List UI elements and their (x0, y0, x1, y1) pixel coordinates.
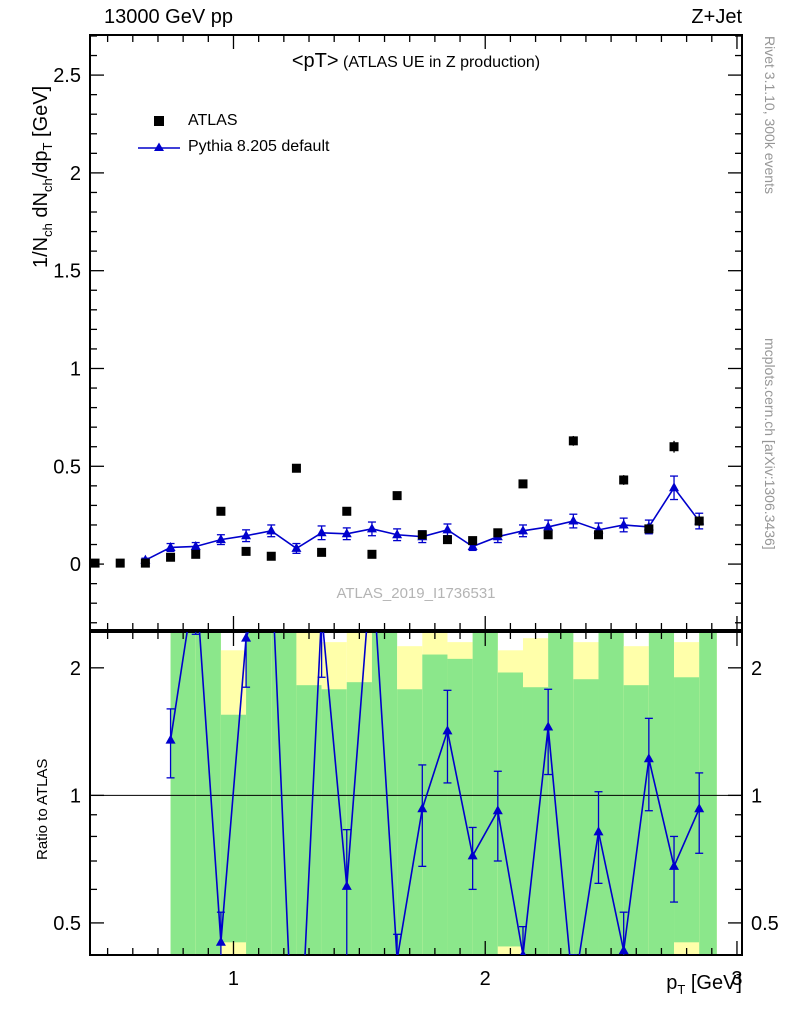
svg-text:0.5: 0.5 (53, 456, 81, 478)
main-y-axis-label: 1/Nch dNch/dpT [GeV] (30, 86, 55, 268)
process-label: Z+Jet (691, 6, 742, 28)
svg-text:0.5: 0.5 (53, 913, 81, 935)
legend: ATLAS Pythia 8.205 default (136, 108, 329, 160)
analysis-id-watermark: ATLAS_2019_I1736531 (336, 585, 496, 602)
y-label-sub: ch (40, 178, 55, 193)
svg-text:0: 0 (70, 554, 81, 576)
svg-text:0.5: 0.5 (751, 913, 779, 935)
svg-text:1: 1 (751, 785, 762, 807)
black-square-marker-icon (136, 116, 182, 126)
y-label-part: 1/N (30, 236, 52, 268)
legend-item-pythia: Pythia 8.205 default (136, 134, 329, 160)
mcplots-reference-text: mcplots.cern.ch [arXiv:1306.3436] (762, 338, 778, 550)
y-label-part: dN (30, 192, 52, 224)
y-label-part: /dp (30, 150, 52, 179)
svg-text:1: 1 (228, 968, 239, 990)
rivet-version-text: Rivet 3.1.10, 300k events (762, 36, 778, 194)
svg-text:2: 2 (480, 968, 491, 990)
plot-title: <pT> (ATLAS UE in Z production) (90, 50, 742, 73)
x-label-part: [GeV] (685, 972, 742, 994)
svg-text:2: 2 (751, 658, 762, 680)
legend-label-atlas: ATLAS (188, 112, 238, 129)
x-label-sub: T (677, 982, 686, 997)
observable-title: <pT> (291, 50, 339, 72)
y-label-sub: ch (40, 223, 55, 237)
svg-text:3: 3 (731, 968, 742, 990)
y-label-sub: T (40, 142, 55, 151)
analysis-title: (ATLAS UE in Z production) (343, 54, 541, 71)
x-label-part: p (666, 972, 678, 994)
x-axis-label: pT [GeV] (666, 972, 742, 997)
svg-text:1: 1 (70, 785, 81, 807)
svg-text:1: 1 (70, 358, 81, 380)
svg-text:1.5: 1.5 (53, 261, 81, 283)
legend-item-atlas: ATLAS (136, 108, 329, 134)
y-label-part: [GeV] (30, 85, 52, 143)
beam-energy-label: 13000 GeV pp (104, 6, 233, 28)
svg-text:2: 2 (70, 163, 81, 185)
svg-text:2.5: 2.5 (53, 65, 81, 87)
blue-triangle-line-marker-icon (136, 140, 182, 154)
svg-text:2: 2 (70, 658, 81, 680)
ratio-y-axis-label: Ratio to ATLAS (34, 758, 51, 860)
legend-label-pythia: Pythia 8.205 default (188, 138, 330, 155)
